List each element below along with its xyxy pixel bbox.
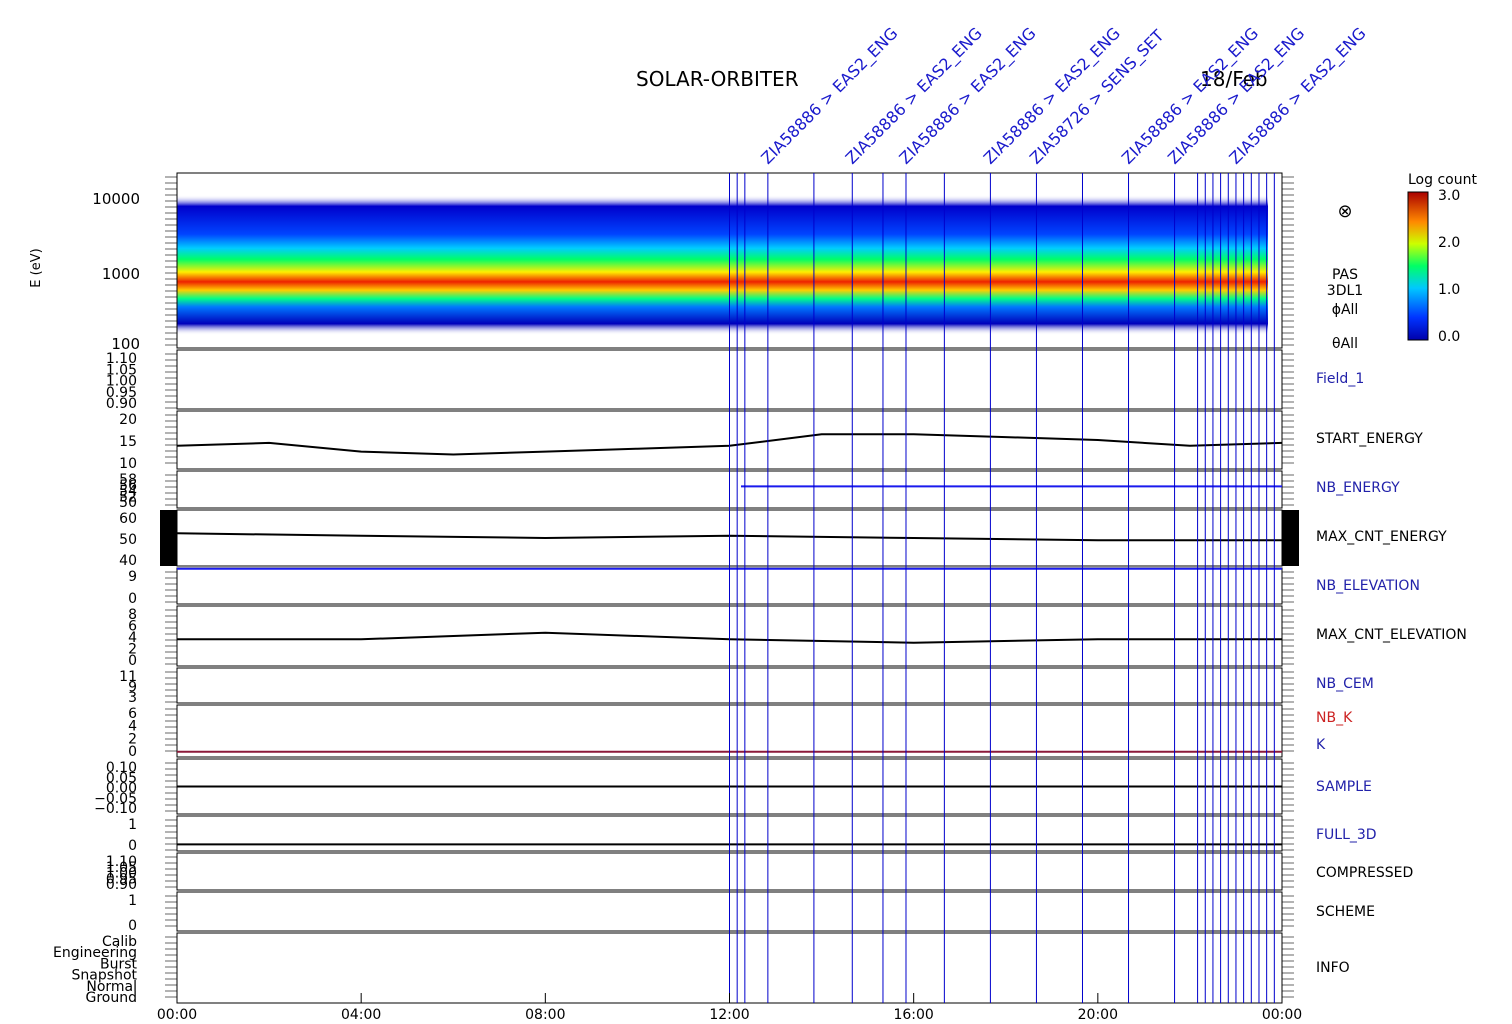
ytick-label: 58 <box>119 472 137 488</box>
panel-label: FULL_3D <box>1316 827 1377 843</box>
side-label: 3DL1 <box>1327 283 1363 299</box>
ytick-label: 54 <box>119 484 137 500</box>
ytick-label: 60 <box>119 511 137 527</box>
time-tick-label: 04:00 <box>341 1007 381 1020</box>
ytick-label: 0 <box>128 591 137 607</box>
time-axis: 00:00 04:00 08:00 12:00 16:00 20:00 00:00 <box>157 993 1302 1023</box>
ytick-label: 0 <box>128 838 137 854</box>
ytick-label: 8 <box>128 607 137 623</box>
ytick-label: 1.05 <box>106 860 137 876</box>
ytick-label: 100 <box>111 335 140 353</box>
panel-label: COMPRESSED <box>1316 865 1413 881</box>
ytick-label: 0 <box>128 744 137 760</box>
panel-label: NB_ENERGY <box>1316 480 1400 496</box>
panel-label: INFO <box>1316 960 1350 976</box>
panel-label: NB_ELEVATION <box>1316 578 1420 594</box>
ytick-label: 52 <box>119 489 137 505</box>
colorbar-tick: 2.0 <box>1438 235 1460 251</box>
ytick-label: 1000 <box>102 265 140 283</box>
event-lines <box>729 173 1275 1003</box>
time-tick-label: 12:00 <box>709 1007 749 1020</box>
ytick-label: 50 <box>119 532 137 548</box>
ytick-label: −0.10 <box>94 801 137 817</box>
ytick-label: 0.10 <box>106 760 137 776</box>
side-label: θAll <box>1332 336 1358 352</box>
ytick-label: 9 <box>128 680 137 696</box>
colorbar-gradient <box>1407 191 1429 341</box>
ytick-label: 2 <box>128 731 137 747</box>
time-tick-label: 00:00 <box>157 1007 197 1020</box>
colorbar: Log count 3.0 2.0 1.0 0.0 <box>1407 172 1477 345</box>
spectrogram-ylabel: E (eV) <box>29 248 44 287</box>
colorbar-tick: 1.0 <box>1438 282 1460 298</box>
ytick-label: 1 <box>128 817 137 833</box>
ytick-label: 10000 <box>92 190 140 208</box>
ytick-label: 40 <box>119 553 137 569</box>
ytick-label: 0.95 <box>106 385 137 401</box>
ytick-label: 1 <box>128 893 137 909</box>
ytick-label: 3 <box>128 690 137 706</box>
colorbar-title: Log count <box>1408 172 1477 188</box>
ytick-label: 4 <box>128 630 137 646</box>
colorbar-tick: 3.0 <box>1438 188 1460 204</box>
colorbar-tick: 0.0 <box>1438 329 1460 345</box>
ytick-label: 1.00 <box>106 866 137 882</box>
ytick-label: 6 <box>128 619 137 635</box>
ytick-label: 0.90 <box>106 877 137 893</box>
ytick-label: 4 <box>128 719 137 735</box>
panel-label: Field_1 <box>1316 371 1364 387</box>
side-label: ϕAll <box>1332 302 1359 318</box>
ytick-label: −0.05 <box>94 791 137 807</box>
time-tick-label: 16:00 <box>893 1007 933 1020</box>
ytick-label: 9 <box>128 569 137 585</box>
panel-label: MAX_CNT_ELEVATION <box>1316 627 1467 643</box>
ytick-label: Ground <box>86 990 138 1006</box>
spectrogram-panel: E (eV) 10000 1000 100 ⊗ PAS 3DL1 ϕAll θA… <box>29 190 1363 353</box>
plot-title: SOLAR-ORBITER <box>636 67 799 91</box>
ytick-label: Burst <box>100 956 138 972</box>
panel-label: SAMPLE <box>1316 779 1372 795</box>
ytick-label: 50 <box>119 495 137 511</box>
side-block <box>1282 510 1299 566</box>
ytick-label: 56 <box>119 478 137 494</box>
ytick-label: 11 <box>119 669 137 685</box>
ytick-label: 0 <box>128 653 137 669</box>
ytick-label: 1.10 <box>106 351 137 367</box>
panel-label: START_ENERGY <box>1316 431 1423 447</box>
time-tick-label: 00:00 <box>1262 1007 1302 1020</box>
event-label: ZIA58886 > EAS2_ENG <box>757 24 902 169</box>
ytick-label: Snapshot <box>72 968 138 984</box>
ytick-label: 1.00 <box>106 374 137 390</box>
ytick-label: 0.05 <box>106 770 137 786</box>
ytick-label: 0.00 <box>106 781 137 797</box>
time-tick-label: 08:00 <box>525 1007 565 1020</box>
ytick-label: 0 <box>128 918 137 934</box>
ytick-label: 2 <box>128 642 137 658</box>
ytick-label: 0.95 <box>106 871 137 887</box>
panel-label: K <box>1316 737 1326 753</box>
ytick-label: 6 <box>128 706 137 722</box>
side-block <box>160 510 177 566</box>
ytick-label: 10 <box>119 456 137 472</box>
time-tick-label: 20:00 <box>1078 1007 1118 1020</box>
ytick-label: 20 <box>119 412 137 428</box>
panel-label: NB_CEM <box>1316 676 1374 692</box>
panel-label: NB_K <box>1316 710 1353 726</box>
spectrogram-symbol: ⊗ <box>1337 201 1352 222</box>
side-label: PAS <box>1332 267 1358 283</box>
ytick-label: 15 <box>119 434 137 450</box>
ytick-label: Normal <box>86 979 137 995</box>
spectrogram-band <box>177 195 1268 335</box>
ytick-label: 1.10 <box>106 854 137 870</box>
panel-label: SCHEME <box>1316 904 1375 920</box>
ytick-label: 0.90 <box>106 396 137 412</box>
ytick-label: 1.05 <box>106 362 137 378</box>
ytick-label: Calib <box>102 934 137 950</box>
ytick-label: Engineering <box>53 945 137 961</box>
panel-label: MAX_CNT_ENERGY <box>1316 529 1447 545</box>
date-label: 18/Feb <box>1200 67 1268 91</box>
